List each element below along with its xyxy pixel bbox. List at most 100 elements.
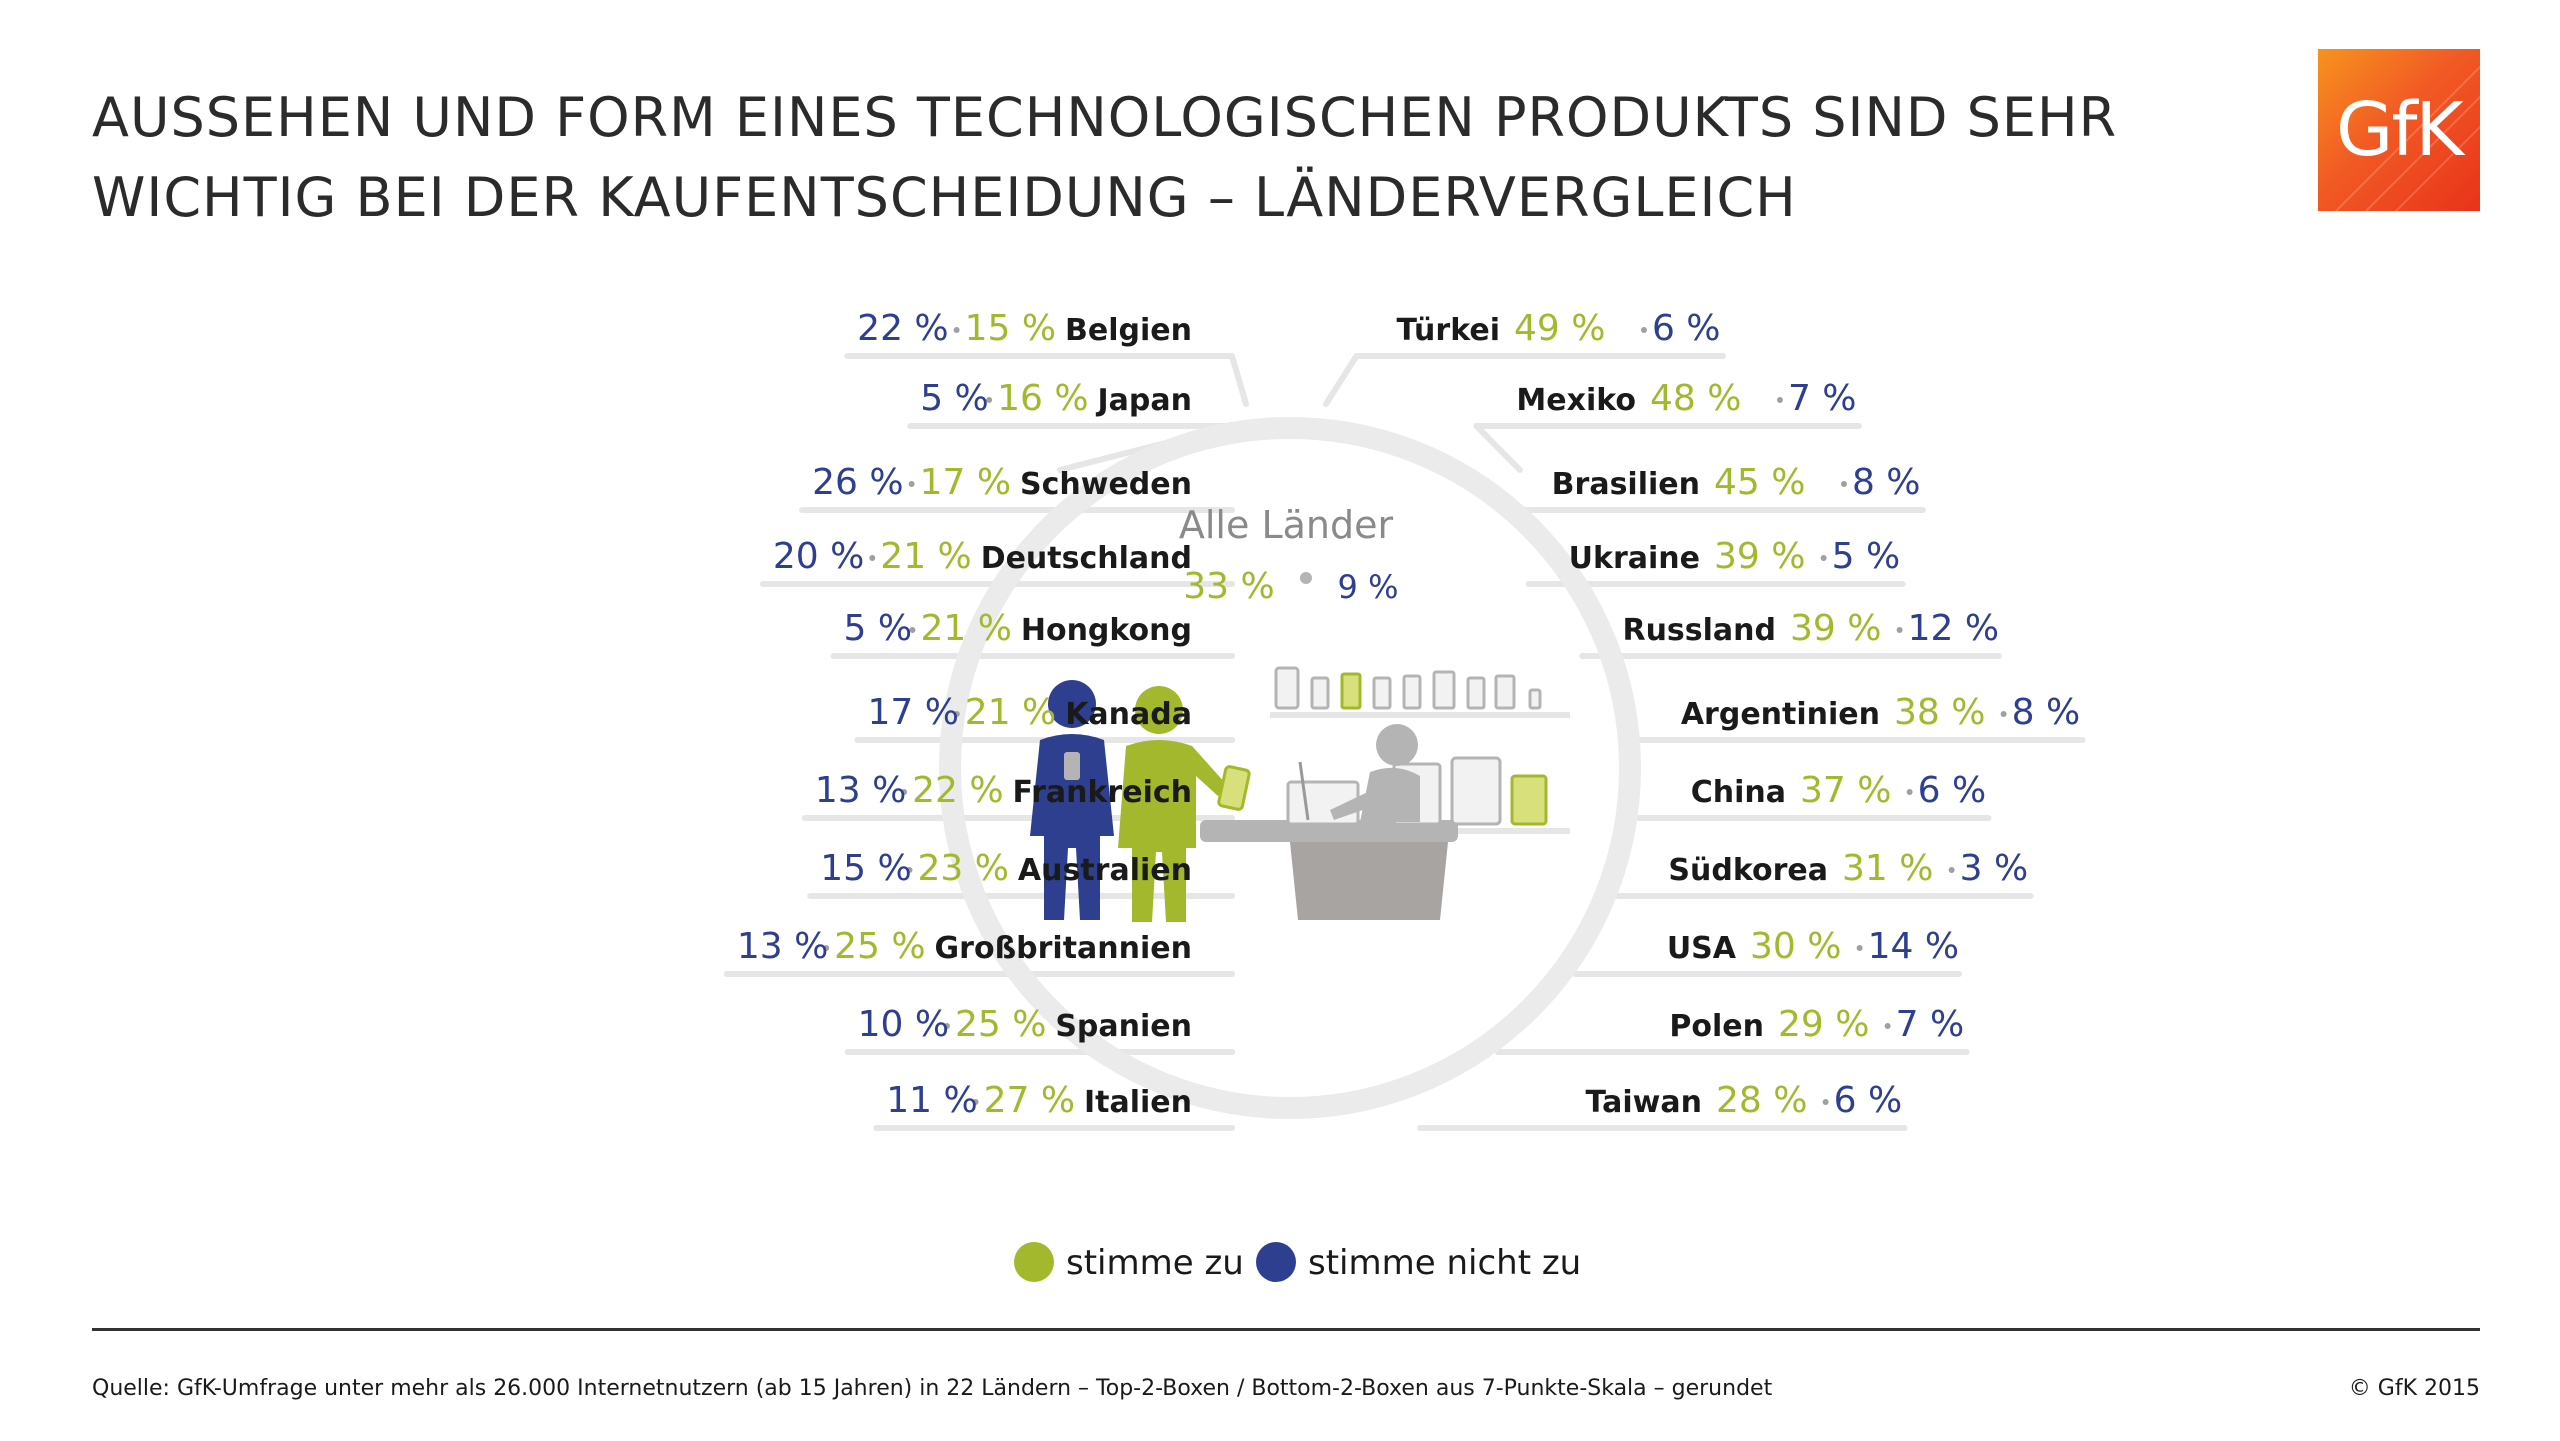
country-label: Taiwan	[1586, 1085, 1702, 1120]
legend-agree-label: stimme zu	[1066, 1243, 1244, 1283]
connector-line	[1229, 353, 1249, 407]
agree-value: 25 %	[955, 1004, 1046, 1045]
agree-value: 49 %	[1514, 308, 1605, 349]
blue-person-head-icon	[1048, 680, 1096, 728]
disagree-value: 8 %	[1852, 462, 1921, 503]
disagree-value: 10 %	[858, 1004, 949, 1045]
separator-dot	[953, 711, 960, 717]
disagree-value: 17 %	[868, 692, 959, 733]
connector-line	[1323, 353, 1360, 407]
agree-value: 21 %	[880, 536, 971, 577]
tablet-icon	[1450, 756, 1502, 826]
agree-value: 37 %	[1800, 770, 1891, 811]
separator-dot	[1884, 1023, 1891, 1029]
shopping-illustration-icon	[1030, 666, 1570, 922]
country-label: Brasilien	[1552, 467, 1700, 502]
green-person-head-icon	[1135, 686, 1183, 734]
right-row: Russland 39 % 12 %	[1622, 608, 1999, 649]
right-row: Argentinien 38 % 8 %	[1681, 692, 2080, 733]
disagree-value: 3 %	[1960, 848, 2029, 889]
center-ring	[939, 417, 1641, 1119]
seller-head-icon	[1376, 724, 1418, 766]
right-row: Südkorea 31 % 3 %	[1668, 848, 2028, 889]
agree-value: 23 %	[918, 848, 1009, 889]
separator-dot	[986, 397, 993, 403]
country-label: Japan	[1096, 383, 1192, 418]
disagree-value: 13 %	[737, 926, 828, 967]
disagree-value: 5 %	[1832, 536, 1901, 577]
disagree-value: 5 %	[920, 378, 989, 419]
separator-dot	[909, 627, 916, 633]
separator-dot	[1820, 555, 1827, 561]
disagree-value: 20 %	[773, 536, 864, 577]
disagree-value: 7 %	[1896, 1004, 1965, 1045]
gfk-logo: GfK	[2318, 49, 2480, 211]
agree-value: 21 %	[920, 608, 1011, 649]
all-countries-label: Alle Länder	[1179, 503, 1394, 547]
separator-dot	[943, 1023, 950, 1029]
country-label: Ukraine	[1569, 541, 1700, 576]
blue-person-phone-icon	[1064, 752, 1080, 780]
country-label: Hongkong	[1021, 613, 1192, 648]
separator-dot	[908, 481, 915, 487]
all-countries-agree: 33 %	[1183, 566, 1274, 607]
agree-value: 22 %	[912, 770, 1003, 811]
separator-dot	[1822, 1099, 1829, 1105]
country-label: Argentinien	[1681, 697, 1880, 732]
separator-dot	[1640, 327, 1647, 333]
disagree-value: 7 %	[1788, 378, 1857, 419]
agree-value: 31 %	[1842, 848, 1933, 889]
left-row: Deutschland 21 % 20 %	[773, 536, 1192, 577]
agree-value: 45 %	[1714, 462, 1805, 503]
disagree-value: 8 %	[2012, 692, 2081, 733]
green-person-phone-icon	[1217, 765, 1251, 811]
disagree-value: 12 %	[1908, 608, 1999, 649]
country-label: Belgien	[1065, 313, 1192, 348]
agree-value: 38 %	[1894, 692, 1985, 733]
separator-dot	[2000, 711, 2007, 717]
separator-dot	[1840, 481, 1847, 487]
separator-dot	[869, 555, 876, 561]
separator-dot	[1896, 627, 1903, 633]
country-label: Russland	[1622, 613, 1776, 648]
title-line-1: AUSSEHEN UND FORM EINES TECHNOLOGISCHEN …	[92, 86, 2118, 149]
separator-dot	[1906, 789, 1913, 795]
blue-person-body-icon	[1030, 734, 1114, 920]
disagree-value: 15 %	[820, 848, 911, 889]
separator-dot	[1776, 397, 1783, 403]
separator-dot	[823, 945, 830, 951]
counter-body-icon	[1290, 842, 1448, 920]
country-label: Schweden	[1020, 467, 1192, 502]
agree-value: 39 %	[1714, 536, 1805, 577]
agree-value: 30 %	[1750, 926, 1841, 967]
green-person-body-icon	[1118, 740, 1226, 922]
agree-value: 25 %	[834, 926, 925, 967]
green-tablet-icon	[1510, 774, 1548, 826]
country-label: China	[1691, 775, 1786, 810]
left-row: Schweden 17 % 26 %	[812, 462, 1192, 503]
agree-value: 16 %	[997, 378, 1088, 419]
country-label: Italien	[1084, 1085, 1192, 1120]
country-label: USA	[1667, 931, 1737, 966]
left-row: Kanada 21 %17 %	[868, 692, 1193, 733]
legend-agree-swatch	[1014, 1242, 1054, 1282]
right-row: Polen 29 % 7 %	[1669, 1004, 1964, 1045]
device-row-icon	[1274, 666, 1542, 710]
disagree-value: 6 %	[1918, 770, 1987, 811]
disagree-value: 6 %	[1834, 1080, 1903, 1121]
right-row: Brasilien 45 % 8 %	[1552, 462, 1921, 503]
shelf-top-icon	[1270, 712, 1570, 718]
separator-dot	[953, 327, 960, 333]
disagree-value: 13 %	[815, 770, 906, 811]
all-countries-dot	[1300, 572, 1312, 584]
chart-title: AUSSEHEN UND FORM EINES TECHNOLOGISCHEN …	[92, 78, 2192, 238]
country-label: Deutschland	[981, 541, 1192, 576]
right-country-labels: Türkei 49 % 6 % Mexiko 48 % 7 % Brasilien 45 % 8…	[1396, 308, 2080, 1121]
disagree-value: 22 %	[857, 308, 948, 349]
left-row: Italien 27 %11 %	[886, 1080, 1192, 1121]
agree-value: 39 %	[1790, 608, 1881, 649]
title-line-2: WICHTIG BEI DER KAUFENTSCHEIDUNG – LÄNDE…	[92, 166, 1797, 229]
agree-value: 48 %	[1650, 378, 1741, 419]
